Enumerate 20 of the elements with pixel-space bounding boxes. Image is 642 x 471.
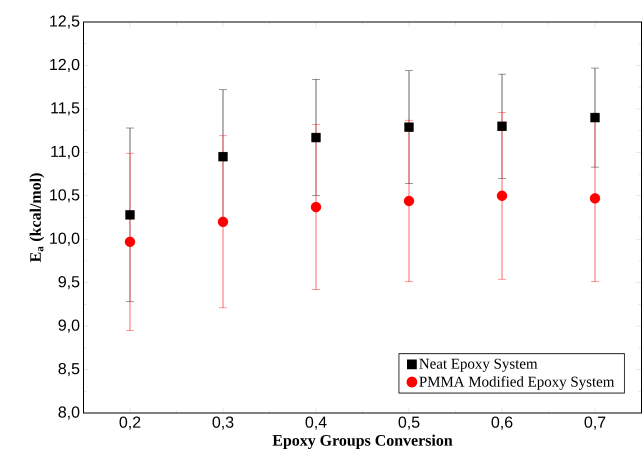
y-tick-label: 10,5 xyxy=(50,189,80,202)
y-tick-label: 11,0 xyxy=(51,146,80,159)
y-tick-label: 12,0 xyxy=(50,58,80,72)
legend-label: PMMA Modified Epoxy System xyxy=(419,376,614,390)
x-tick-label: 0,7 xyxy=(584,416,606,430)
y-tick-label: 8,5 xyxy=(58,362,80,376)
y-tick-label: 12,5 xyxy=(50,15,80,29)
x-tick-label: 0,4 xyxy=(306,416,327,430)
x-tick-label: 0,6 xyxy=(492,416,512,430)
x-tick-label: 0,3 xyxy=(212,416,234,430)
y-axis-title: E$_{a}$ (kcal/mol) xyxy=(30,173,44,262)
y-tick-label: 11,5 xyxy=(51,102,80,116)
legend-label: Neat Epoxy System xyxy=(419,358,538,372)
y-tick-label: 9,0 xyxy=(58,320,80,333)
y-tick-label: 8,0 xyxy=(58,406,80,420)
x-axis-title: Epoxy Groups Conversion xyxy=(272,434,452,450)
y-tick-label: 10,0 xyxy=(50,232,80,246)
x-tick-label: 0,2 xyxy=(120,416,140,430)
x-tick-label: 0,5 xyxy=(398,416,420,430)
y-tick-label: 9,5 xyxy=(58,276,80,290)
